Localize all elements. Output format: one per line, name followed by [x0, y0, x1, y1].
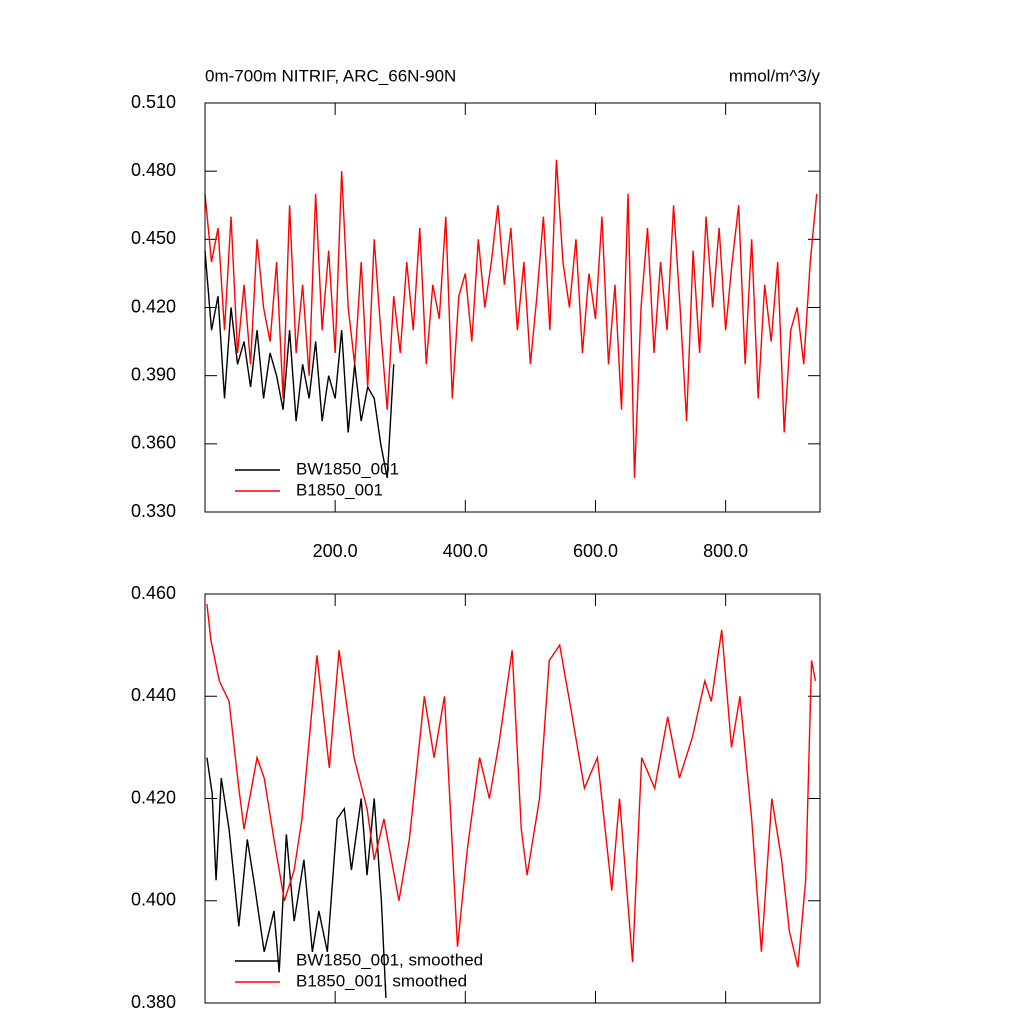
legend-label: B1850_001 [296, 480, 383, 499]
y-tick-label: 0.420 [131, 787, 176, 807]
y-tick-label: 0.330 [131, 501, 176, 521]
x-tick-label: 400.0 [443, 541, 488, 561]
chart-title: 0m-700m NITRIF, ARC_66N-90N [205, 66, 456, 85]
x-tick-label: 800.0 [703, 541, 748, 561]
series-line [206, 604, 817, 968]
legend-label: BW1850_001, smoothed [296, 950, 483, 969]
y-tick-label: 0.480 [131, 160, 176, 180]
x-tick-label: 600.0 [573, 541, 618, 561]
legend-label: BW1850_001 [296, 459, 399, 478]
y-tick-label: 0.390 [131, 364, 176, 384]
y-tick-label: 0.400 [131, 890, 176, 910]
y-tick-label: 0.380 [131, 992, 176, 1012]
y-tick-label: 0.420 [131, 296, 176, 316]
y-tick-label: 0.360 [131, 433, 176, 453]
y-tick-label: 0.460 [131, 583, 176, 603]
series-line [204, 159, 818, 478]
plot-frame [204, 593, 821, 1004]
series-line [204, 250, 395, 479]
legend-label: B1850_001, smoothed [296, 971, 467, 990]
units-label: mmol/m^3/y [729, 66, 821, 85]
y-tick-label: 0.440 [131, 685, 176, 705]
x-tick-label: 200.0 [313, 541, 358, 561]
y-tick-label: 0.510 [131, 92, 176, 112]
plot-frame [204, 102, 821, 513]
series-line [206, 757, 387, 998]
y-tick-label: 0.450 [131, 228, 176, 248]
